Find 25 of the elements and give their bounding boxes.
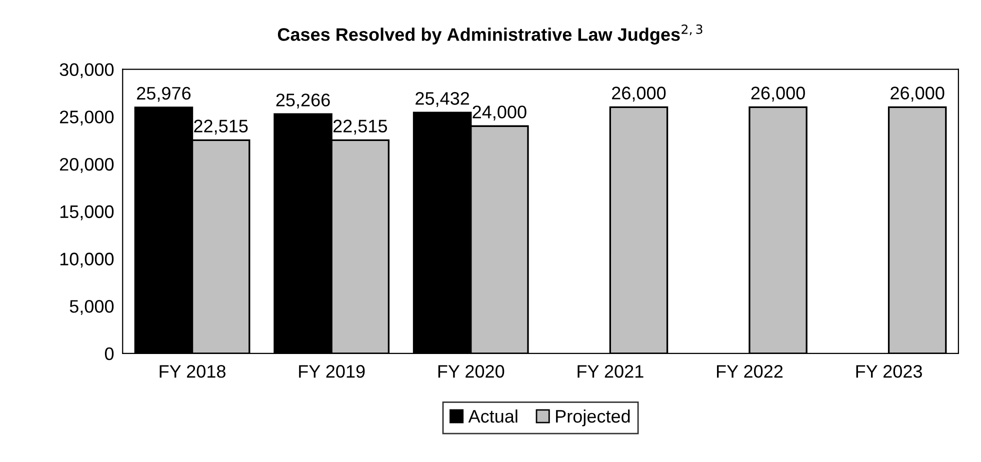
x-tick-label: FY 2021 — [578, 365, 644, 378]
data-label: 25,432 — [416, 92, 470, 107]
data-label: 22,515 — [333, 120, 387, 135]
y-tick-label: 10,000 — [60, 252, 114, 268]
x-tick-label: FY 2019 — [299, 365, 365, 378]
chart-title: Cases Resolved by Administrative Law Judges$^{2,3}$ — [278, 24, 702, 45]
legend-label: Actual — [468, 409, 518, 423]
x-tick-label: FY 2018 — [160, 365, 226, 378]
data-label: 26,000 — [890, 86, 944, 102]
y-tick-label: 15,000 — [60, 205, 114, 220]
y-tick-label: 30,000 — [60, 63, 114, 78]
y-tick-label: 20,000 — [60, 158, 114, 173]
x-tick-label: FY 2023 — [856, 365, 922, 378]
data-label: 26,000 — [612, 86, 666, 102]
x-tick-label: FY 2020 — [438, 365, 504, 378]
data-label: 26,000 — [751, 86, 805, 102]
data-label: 25,266 — [276, 94, 330, 109]
y-tick-label: 5,000 — [70, 300, 114, 315]
x-tick-label: FY 2022 — [717, 365, 783, 378]
data-label: 24,000 — [472, 106, 526, 121]
y-tick-label: 0 — [104, 347, 114, 360]
data-label: 25,976 — [137, 86, 191, 102]
data-label: 22,515 — [194, 120, 248, 135]
legend-label: Projected — [556, 409, 630, 426]
y-tick-label: 25,000 — [60, 110, 114, 126]
